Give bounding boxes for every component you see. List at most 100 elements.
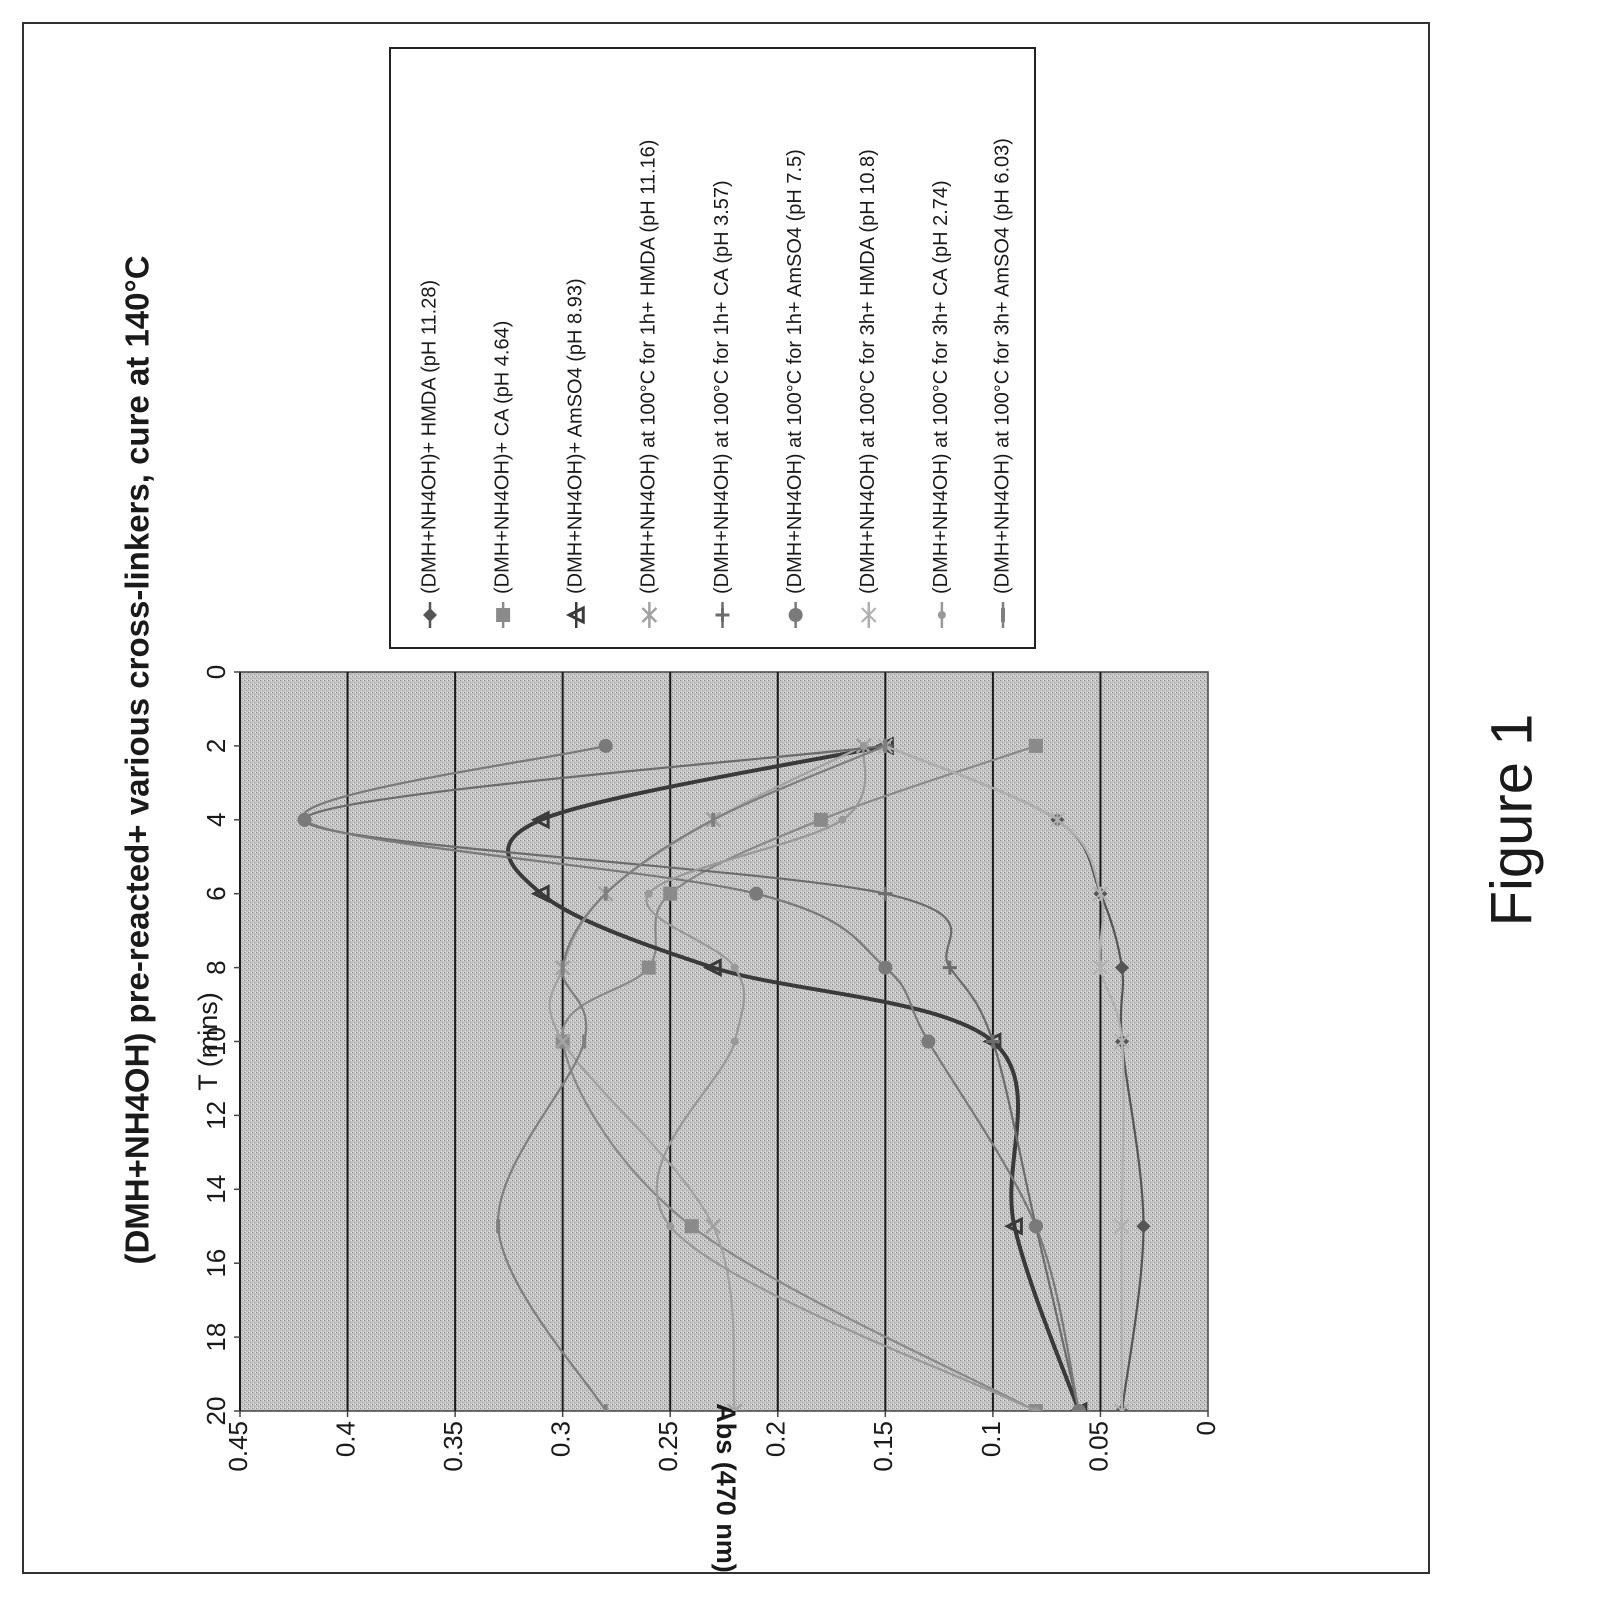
legend-entry: (DMH+NH4OH) at 100°C for 1h+ HMDA (pH 11… [638,140,660,594]
legend-entry: (DMH+NH4OH) at 100°C for 1h+ AmSO4 (pH 7… [784,149,806,594]
data-point [644,889,653,898]
data-point [1114,960,1129,975]
data-point [878,886,893,901]
y-tick-label: 0.15 [868,1421,898,1472]
data-point [598,738,613,753]
figure-frame [22,22,1430,1574]
y-tick-label: 0.1 [976,1421,1006,1457]
data-point [878,960,893,975]
data-point [582,1034,587,1049]
x-tick-label: 12 [201,1101,231,1130]
data-point [1114,1218,1130,1234]
x-tick-label: 0 [201,665,231,679]
x-tick-label: 16 [201,1249,231,1278]
y-tick-label: 0.35 [438,1421,468,1472]
data-point [813,812,828,827]
data-point [749,886,764,901]
data-point [530,810,550,830]
legend-box [389,47,1036,649]
y-tick-label: 0.45 [223,1421,253,1472]
data-point [942,960,957,975]
data-point [496,1219,501,1234]
data-point [666,1222,675,1231]
data-point [663,886,678,901]
legend-entry: (DMH+NH4OH)+ CA (pH 4.64) [491,321,513,594]
data-point [730,963,739,972]
data-point [1092,885,1109,902]
data-point [603,886,608,901]
data-point [838,815,847,824]
data-point [603,1404,608,1411]
x-tick-label: 14 [201,1175,231,1204]
data-point [883,738,888,753]
y-tick-label: 0.4 [330,1421,360,1457]
legend-marker [423,608,437,622]
series-7 [877,738,1130,1411]
data-point [560,960,565,975]
series-line [303,744,1081,1411]
figure-caption: Figure 1 [1479,714,1544,927]
legend-marker [937,611,946,619]
y-tick-label: 0 [1191,1421,1221,1435]
data-point [1028,738,1043,753]
data-point [1049,812,1066,828]
data-point [1114,1403,1130,1411]
y-tick-label: 0.05 [1083,1421,1113,1472]
data-point [684,1219,699,1234]
data-point [1071,1404,1086,1411]
plot-area [239,671,1209,1412]
x-tick-label: 18 [201,1323,231,1352]
legend-entry: (DMH+NH4OH) at 100°C for 3h+ CA (pH 2.74… [930,180,952,594]
y-tick-label: 0.2 [761,1421,791,1457]
data-point [554,1033,571,1050]
legend-entry: (DMH+NH4OH) at 100°C for 3h+ AmSO4 (pH 6… [991,138,1013,594]
data-point [530,884,550,904]
x-tick-label: 20 [201,1397,231,1426]
data-point [711,812,716,827]
series-9 [496,738,888,1411]
x-tick-label: 10 [201,1027,231,1056]
data-point [730,1037,739,1046]
data-point [1136,1219,1151,1234]
series-line [301,744,1081,1411]
y-axis-title: Abs (470 nm) [711,1403,741,1573]
data-point [702,958,722,978]
legend-marker [715,608,730,622]
series-6 [297,738,1086,1411]
data-point [641,960,656,975]
legend-marker [496,608,511,622]
data-point [1092,959,1109,976]
legend-entry: (DMH+NH4OH)+ AmSO4 (pH 8.93) [565,278,587,594]
data-point [1114,1033,1130,1050]
x-tick-label: 2 [201,739,231,753]
data-point [859,741,868,750]
chart-title: (DMH+NH4OH) pre-reacted+ various cross-l… [119,255,156,1264]
legend-marker [1001,608,1005,622]
legend-marker [861,607,877,623]
legend-entry: (DMH+NH4OH) at 100°C for 3h+ HMDA (pH 10… [857,149,879,594]
data-point [1031,1407,1040,1411]
data-point [726,1403,743,1411]
series-line [884,744,1125,1411]
series-line [645,745,1037,1411]
legend-entry: (DMH+NH4OH) at 100°C for 1h+ CA (pH 3.57… [711,180,733,594]
x-tick-label: 4 [201,813,231,827]
x-tick-label: 6 [201,886,231,900]
series-8 [644,741,1040,1411]
data-point [985,1034,1000,1049]
legend-entry: (DMH+NH4OH)+ HMDA (pH 11.28) [418,280,440,594]
data-point [297,812,312,827]
y-tick-label: 0.25 [653,1421,683,1472]
legend-marker [565,605,585,625]
legend-marker [641,607,658,623]
y-tick-label: 0.3 [546,1421,576,1457]
legend-marker [788,608,803,622]
x-tick-label: 8 [201,960,231,974]
data-point [1028,1219,1043,1234]
data-point [921,1034,936,1049]
figure-caption-area: Figure 1 [1479,714,1544,927]
data-point [705,1218,722,1235]
x-axis-title: T (mins) [193,992,223,1091]
data-point [1004,1216,1023,1236]
